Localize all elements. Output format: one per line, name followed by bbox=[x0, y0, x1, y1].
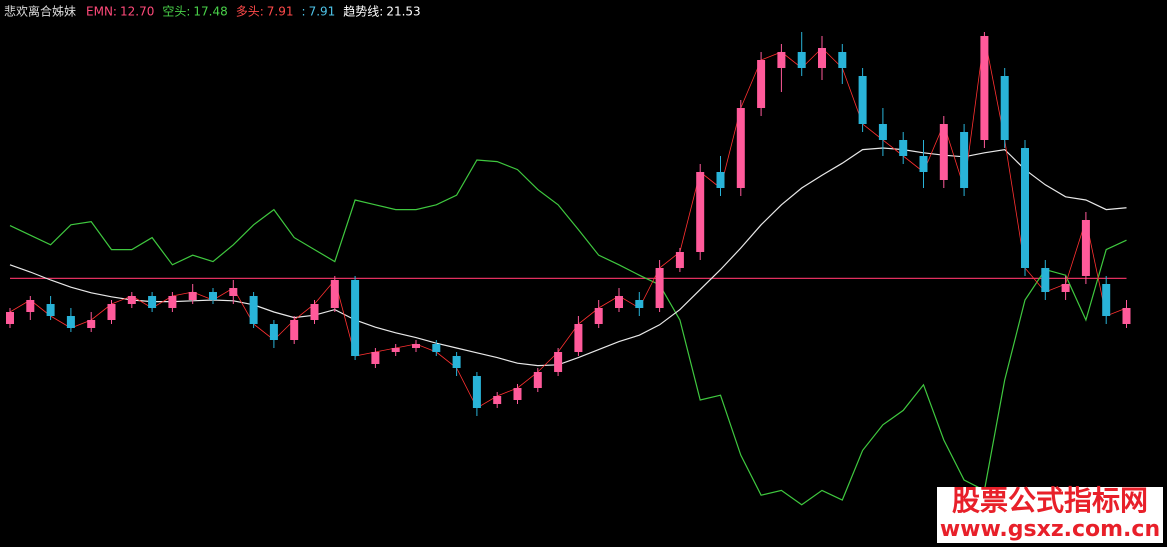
candle-body bbox=[229, 288, 238, 296]
header-value: 21.53 bbox=[386, 5, 420, 19]
candle-body bbox=[107, 304, 116, 320]
candle-body bbox=[6, 312, 14, 324]
candle-body bbox=[188, 292, 197, 300]
candle-body bbox=[838, 52, 847, 68]
header-label: 趋势线: bbox=[343, 5, 383, 19]
watermark-title: 股票公式指标网 bbox=[952, 484, 1148, 517]
candle-body bbox=[818, 48, 826, 68]
header: 悲欢离合姊妹 bbox=[4, 4, 76, 19]
candle-body bbox=[513, 388, 522, 400]
candle-body bbox=[554, 352, 563, 372]
header-label: : bbox=[302, 5, 306, 19]
candle-body bbox=[432, 344, 441, 352]
watermark-url: www.gsxz.com.cn bbox=[940, 517, 1160, 542]
candle-body bbox=[66, 316, 75, 328]
candle-body bbox=[736, 108, 745, 188]
candle-body bbox=[655, 268, 664, 308]
candle-body bbox=[980, 36, 989, 140]
candle-body bbox=[960, 132, 969, 188]
candle-body bbox=[1061, 284, 1070, 292]
candle-body bbox=[371, 352, 380, 364]
watermark-box bbox=[937, 487, 1163, 543]
candle-body bbox=[533, 372, 542, 388]
candle-body bbox=[858, 76, 867, 124]
candle-body bbox=[939, 124, 948, 180]
candle-body bbox=[1041, 268, 1050, 292]
candle-body bbox=[1122, 308, 1131, 324]
indicator-title: 悲欢离合姊妹 bbox=[4, 4, 76, 19]
header-label: 多头: bbox=[236, 5, 264, 19]
candle-body bbox=[330, 280, 339, 308]
candle-body bbox=[919, 156, 928, 172]
header-value: 7.91 bbox=[309, 5, 336, 19]
candle-body bbox=[26, 300, 35, 312]
candle-body bbox=[391, 348, 400, 352]
candle-body bbox=[472, 376, 481, 408]
candle-body bbox=[716, 172, 725, 188]
candle-body bbox=[209, 292, 217, 300]
candle-body bbox=[310, 304, 319, 320]
header-label: EMN: bbox=[86, 5, 117, 19]
candle-body bbox=[452, 356, 461, 368]
candle-body bbox=[249, 296, 258, 324]
candle-body bbox=[87, 320, 96, 328]
candle-body bbox=[635, 300, 644, 308]
candle-body bbox=[594, 308, 603, 324]
header-value: 7.91 bbox=[267, 5, 294, 19]
candle-body bbox=[148, 296, 157, 308]
candle-body bbox=[757, 60, 766, 108]
candle-body bbox=[574, 324, 583, 352]
candle-body bbox=[878, 124, 887, 140]
header-label: 空头: bbox=[162, 5, 190, 19]
candle-body bbox=[493, 396, 502, 404]
candle-body bbox=[351, 280, 360, 356]
candle-body bbox=[675, 252, 684, 268]
header-value: 17.48 bbox=[193, 5, 227, 19]
candle-body bbox=[168, 296, 177, 308]
header-value: 12.70 bbox=[120, 5, 154, 19]
indicator-line bbox=[9, 159, 1127, 506]
candle-body bbox=[1081, 220, 1090, 276]
candle-body bbox=[412, 344, 420, 348]
candle-body bbox=[615, 296, 623, 308]
candle-body bbox=[797, 52, 806, 68]
candle-body bbox=[1000, 76, 1009, 140]
candle-body bbox=[777, 52, 786, 68]
candle-body bbox=[899, 140, 908, 156]
candle-body bbox=[1021, 148, 1029, 268]
candle-body bbox=[696, 172, 705, 252]
candle-body bbox=[127, 296, 136, 304]
candle-body bbox=[269, 324, 278, 340]
candle-body bbox=[290, 320, 299, 340]
candle-body bbox=[1102, 284, 1111, 316]
candle-body bbox=[46, 304, 55, 316]
